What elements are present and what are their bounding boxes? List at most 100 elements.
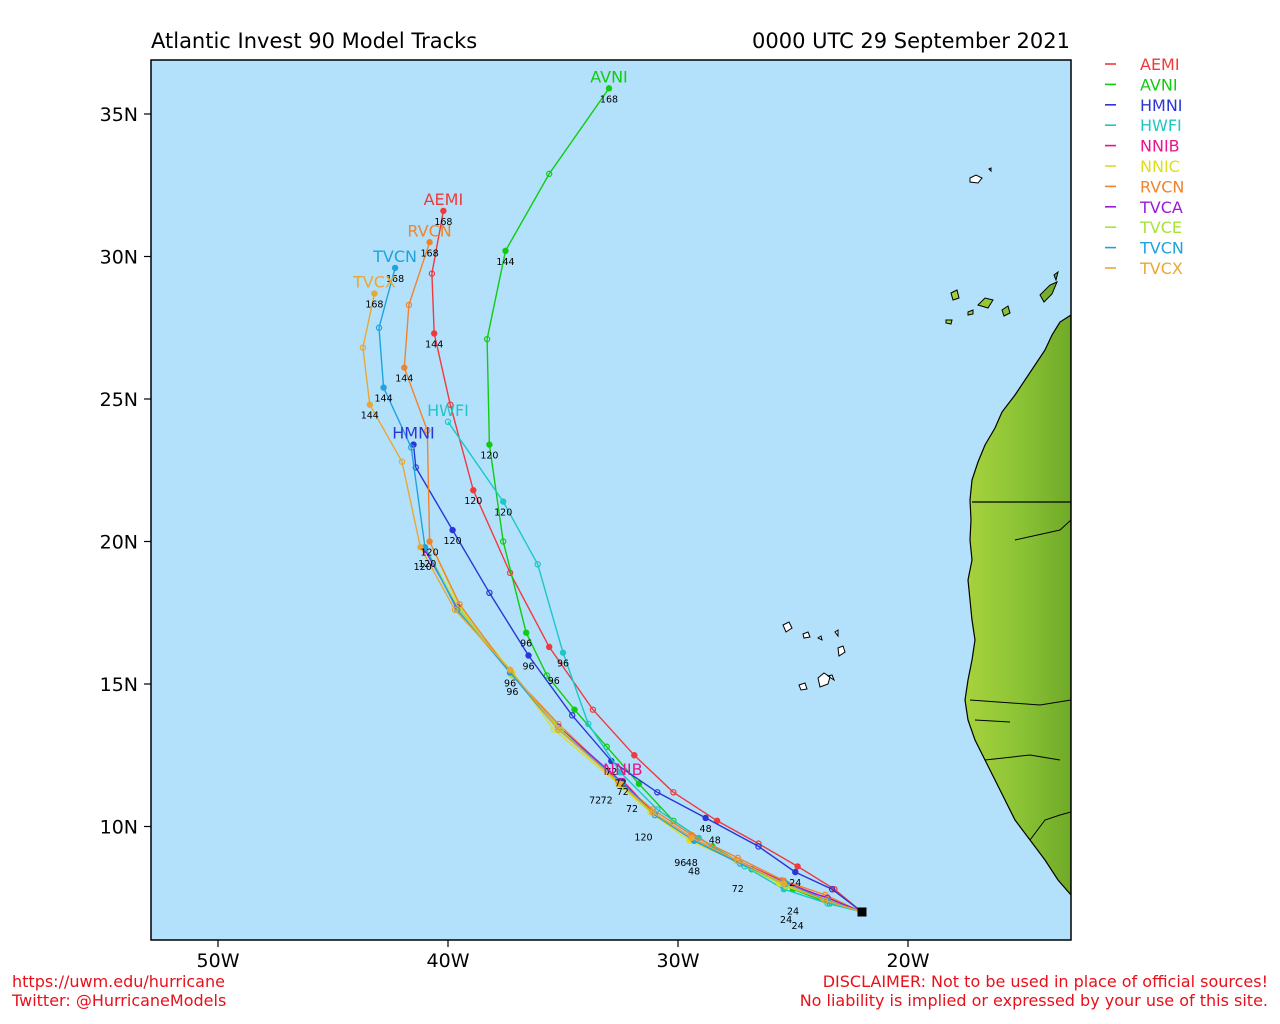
hour-label: 120	[418, 559, 436, 570]
hour-label: 96	[506, 687, 518, 698]
track-point	[589, 706, 597, 713]
x-tick-label: 40W	[427, 950, 470, 972]
ocean	[151, 60, 1071, 940]
track-point	[408, 444, 415, 451]
track-point	[792, 868, 799, 876]
hour-label: 96	[520, 639, 532, 650]
model-label-tvcx: TVCX	[352, 273, 396, 292]
hour-label: 168	[421, 248, 439, 259]
country-border-2	[1014, 519, 1071, 541]
track-point	[412, 464, 419, 471]
model-label-tvcn: TVCN	[372, 247, 417, 266]
legend-label-nnic: NNIC	[1140, 157, 1180, 176]
hour-label: 144	[375, 394, 393, 405]
hour-label: 168	[386, 274, 404, 285]
hour-label: 48	[686, 858, 698, 869]
track-point	[654, 789, 661, 796]
track-tvcx	[362, 293, 863, 913]
track-layer	[359, 85, 863, 913]
track-point	[428, 270, 436, 277]
legend-label-hmni: HMNI	[1140, 96, 1183, 115]
track-point	[426, 239, 433, 246]
model-label-hmni: HMNI	[392, 424, 435, 443]
hour-label: 48	[700, 824, 712, 835]
footer-links: https://uwm.edu/hurricane Twitter: @Hurr…	[12, 972, 226, 1010]
twitter-handle[interactable]: Twitter: @HurricaneModels	[12, 991, 227, 1010]
y-tick-label: 10N	[100, 817, 138, 839]
track-point	[449, 526, 456, 534]
legend-label-tvcn: TVCN	[1139, 239, 1184, 258]
track-point	[500, 498, 507, 505]
track-point	[431, 330, 438, 337]
country-border-3	[969, 699, 1071, 706]
track-point	[483, 335, 491, 343]
madeira-islands	[969, 167, 992, 184]
track-point	[359, 344, 367, 351]
track-point	[525, 652, 532, 659]
track-point	[371, 290, 378, 297]
y-tick-label: 25N	[100, 389, 138, 411]
hour-label: 144	[395, 374, 413, 385]
track-point	[451, 606, 459, 614]
website-link[interactable]: https://uwm.edu/hurricane	[12, 972, 225, 991]
track-point	[424, 427, 431, 434]
x-tick-label: 20W	[887, 950, 930, 972]
legend-label-rvcn: RVCN	[1140, 177, 1184, 196]
track-point	[534, 561, 541, 568]
hour-label: 96	[557, 659, 569, 670]
hour-label: 120	[464, 496, 482, 507]
track-point	[426, 538, 433, 545]
track-point	[398, 458, 406, 465]
canary-islands	[945, 270, 1059, 325]
hour-label: 72	[601, 795, 613, 806]
cape-verde-islands	[782, 621, 846, 691]
legend-label-tvca: TVCA	[1139, 198, 1183, 217]
track-point	[486, 589, 493, 597]
hour-label: 96	[504, 679, 516, 690]
track-point	[702, 814, 709, 822]
legend-label-tvcx: TVCX	[1139, 259, 1183, 278]
hour-label: 72	[589, 795, 601, 806]
legend-label-aemi: AEMI	[1140, 55, 1180, 74]
track-point	[417, 544, 424, 551]
hour-label: 72	[617, 787, 629, 798]
disclaimer-line-2: No liability is implied or expressed by …	[799, 991, 1268, 1010]
model-name-labels: AEMI AVNI HMNI HWFI NNIB RVCN TVCN TVCX	[352, 67, 643, 779]
hour-label: 24	[789, 878, 801, 889]
track-point	[617, 780, 624, 787]
hour-label: 48	[688, 867, 700, 878]
track-point	[635, 780, 643, 787]
hour-label: 24	[787, 907, 799, 918]
hour-label: 144	[425, 339, 443, 350]
track-point	[447, 401, 454, 408]
x-tick-label: 30W	[657, 950, 700, 972]
map-timestamp: 0000 UTC 29 September 2021	[752, 29, 1070, 53]
hour-label: 168	[434, 217, 452, 228]
track-point	[506, 666, 514, 673]
track-point	[569, 712, 576, 719]
legend-label-tvce: TVCE	[1139, 218, 1182, 237]
hour-label: 72	[626, 804, 638, 815]
track-point	[780, 880, 788, 887]
model-label-avni: AVNI	[590, 67, 628, 86]
y-tick-label: 15N	[100, 674, 138, 696]
track-point	[649, 809, 656, 816]
track-point	[688, 834, 696, 842]
track-point	[822, 897, 829, 904]
y-tick-label: 35N	[100, 104, 138, 126]
track-point	[523, 629, 530, 636]
land-layer	[782, 167, 1071, 896]
track-point	[555, 726, 562, 733]
track-point	[546, 643, 553, 651]
track-point	[470, 487, 477, 494]
track-point	[500, 538, 507, 545]
hour-label: 24	[780, 915, 792, 926]
y-tick-label: 30N	[100, 247, 138, 269]
storm-start-marker	[857, 907, 867, 917]
track-point	[375, 324, 383, 331]
track-point	[543, 672, 551, 679]
y-axis-ticks: 35N 30N 25N 20N 15N 10N	[100, 104, 151, 839]
legend-label-hwfi: HWFI	[1140, 116, 1182, 135]
